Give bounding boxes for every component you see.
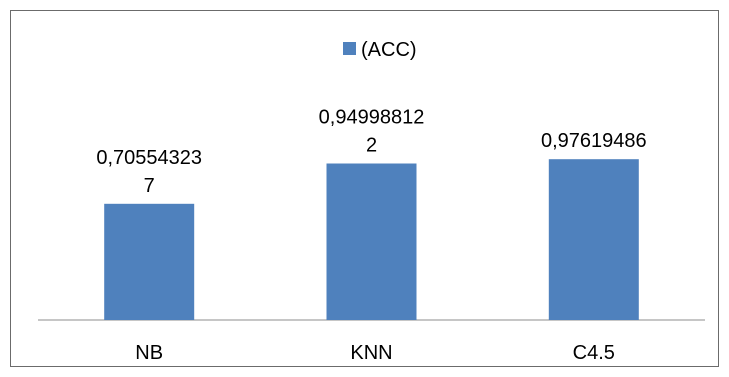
data-label-nb-line-1: 0,70554323: [96, 147, 202, 169]
legend-label-acc: (ACC): [361, 39, 417, 61]
bars: [104, 159, 639, 320]
data-label-c4-5: 0,97619486: [541, 130, 647, 152]
data-labels: 0,70554323 7 0,94998812 2 0,97619486: [96, 107, 646, 197]
x-tick-labels: NB KNN C4.5: [135, 342, 615, 364]
bar-c4-5: [548, 159, 639, 320]
bar-knn: [326, 163, 417, 320]
legend: (ACC): [343, 39, 417, 61]
x-tick-label-c4-5: C4.5: [573, 342, 615, 364]
bar-nb: [104, 203, 195, 320]
data-label-knn-line-1: 0,94998812: [319, 107, 425, 129]
data-label-nb-line-2: 7: [144, 175, 155, 197]
x-tick-label-knn: KNN: [350, 342, 392, 364]
data-label-knn-line-2: 2: [366, 135, 377, 157]
legend-swatch-acc: [343, 42, 356, 55]
x-tick-label-nb: NB: [135, 342, 163, 364]
